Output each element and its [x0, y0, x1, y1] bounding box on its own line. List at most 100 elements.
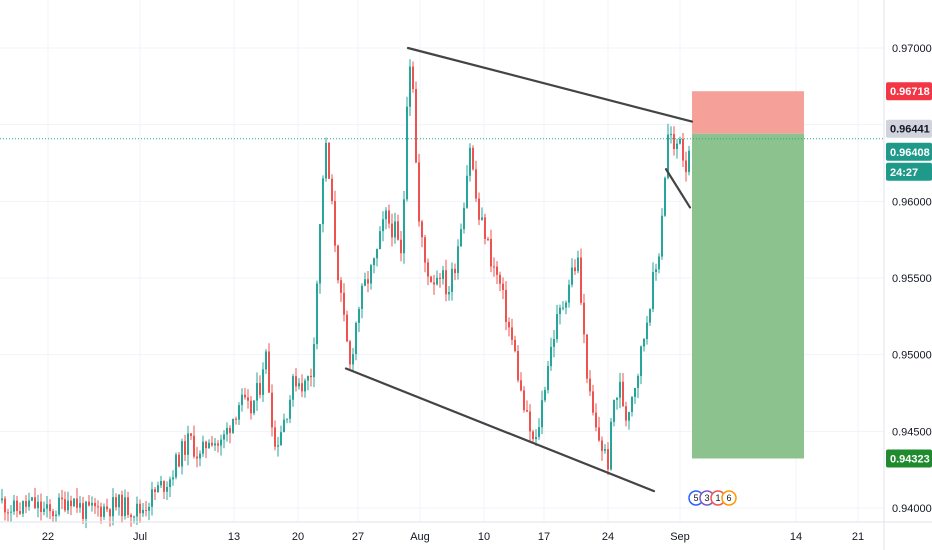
- candle-down: [130, 514, 132, 518]
- position-zones[interactable]: [692, 91, 804, 459]
- trendlines[interactable]: [344, 46, 694, 493]
- candle-down: [526, 410, 528, 412]
- trendline-1[interactable]: [406, 46, 694, 123]
- candle-down: [340, 280, 342, 293]
- candle-up: [604, 449, 606, 451]
- candle-up: [313, 344, 315, 378]
- candle-up: [166, 487, 168, 492]
- candle-down: [439, 277, 441, 279]
- candle-up: [286, 418, 288, 420]
- candle-down: [454, 268, 456, 274]
- candle-up: [172, 477, 174, 480]
- candle-down: [496, 266, 498, 275]
- candle-down: [685, 160, 687, 173]
- event-marker-label: 6: [726, 493, 731, 503]
- candle-up: [169, 479, 171, 488]
- candle-up: [577, 257, 579, 272]
- candles: [0, 59, 884, 529]
- time-axis[interactable]: 22 Jul 13 20 27 Aug 10 17 24 Sep 14 21: [0, 521, 932, 543]
- price-tick-label: 0.97000: [892, 43, 932, 55]
- candle-down: [523, 390, 525, 411]
- bid-price-label: 0.96408: [890, 147, 930, 159]
- candle-down: [16, 500, 18, 512]
- candle-up: [667, 134, 669, 178]
- candle-up: [409, 66, 411, 107]
- candle-up: [79, 503, 81, 508]
- candle-down: [607, 449, 609, 470]
- candle-up: [55, 514, 57, 517]
- candle-up: [31, 497, 33, 501]
- candle-down: [178, 454, 180, 467]
- candle-up: [652, 272, 654, 310]
- take-profit-zone[interactable]: [692, 133, 804, 459]
- candle-down: [472, 147, 474, 170]
- candle-up: [175, 454, 177, 478]
- trendline-2[interactable]: [344, 367, 656, 493]
- candle-up: [160, 481, 162, 486]
- candle-up: [619, 381, 621, 398]
- candle-down: [367, 279, 369, 284]
- candle-up: [556, 314, 558, 340]
- candle-down: [490, 238, 492, 267]
- candle-down: [82, 503, 84, 519]
- time-tick-label: 24: [602, 531, 614, 543]
- candle-up: [373, 258, 375, 266]
- candle-up: [322, 178, 324, 225]
- candle-down: [484, 217, 486, 239]
- candle-up: [646, 322, 648, 339]
- candle-up: [640, 346, 642, 377]
- candle-down: [511, 327, 513, 340]
- candle-up: [394, 221, 396, 238]
- candle-up: [253, 400, 255, 414]
- candle-up: [550, 346, 552, 367]
- candle-down: [97, 506, 99, 508]
- stop-loss-zone[interactable]: [692, 91, 804, 134]
- candle-down: [94, 502, 96, 507]
- candle-up: [220, 439, 222, 446]
- candle-up: [571, 267, 573, 285]
- candle-up: [289, 399, 291, 419]
- candle-up: [679, 138, 681, 144]
- candle-up: [325, 142, 327, 179]
- candle-up: [148, 506, 150, 511]
- candle-up: [457, 246, 459, 274]
- candle-down: [601, 440, 603, 451]
- candle-up: [37, 501, 39, 509]
- target-price-label-bg: [886, 449, 932, 468]
- bid-price-label-bg: [886, 142, 932, 161]
- candle-down: [475, 169, 477, 199]
- candle-down: [334, 201, 336, 246]
- event-marker-label: 3: [704, 493, 709, 503]
- candle-down: [487, 238, 489, 240]
- price-tick-label: 0.95500: [892, 273, 932, 285]
- candle-up: [208, 442, 210, 449]
- candle-up: [13, 500, 15, 512]
- candle-up: [547, 366, 549, 391]
- time-tick-label: 21: [852, 531, 864, 543]
- candle-down: [445, 270, 447, 295]
- candle-down: [418, 162, 420, 222]
- candle-up: [559, 307, 561, 315]
- event-marker[interactable]: [721, 490, 737, 506]
- candle-down: [508, 322, 510, 328]
- time-tick-label: Aug: [410, 531, 430, 543]
- candle-down: [310, 375, 312, 378]
- candle-up: [649, 309, 651, 323]
- candle-up: [352, 354, 354, 365]
- candle-down: [271, 392, 273, 428]
- candle-up: [256, 383, 258, 401]
- candle-up: [10, 511, 12, 513]
- candle-down: [427, 262, 429, 277]
- trendline-3[interactable]: [664, 168, 692, 209]
- candle-up: [223, 434, 225, 440]
- candle-up: [361, 285, 363, 309]
- candle-up: [202, 441, 204, 454]
- candle-down: [397, 221, 399, 240]
- candle-down: [574, 267, 576, 272]
- candle-down: [622, 381, 624, 407]
- candle-down: [88, 501, 90, 506]
- candle-up: [232, 418, 234, 433]
- candle-up: [226, 427, 228, 435]
